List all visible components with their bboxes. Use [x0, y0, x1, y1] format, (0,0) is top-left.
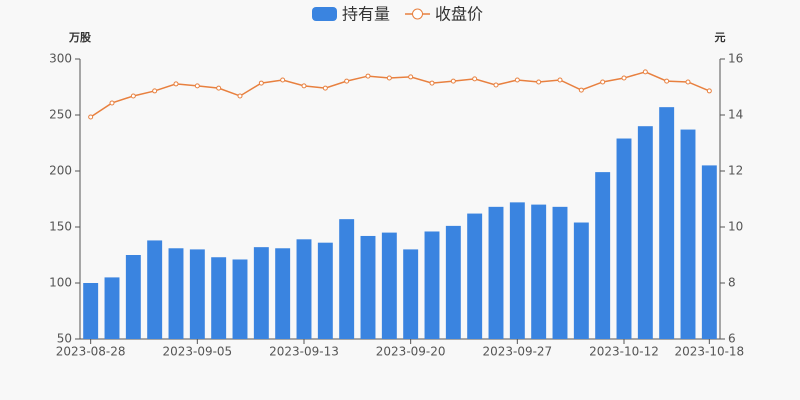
line — [90, 71, 710, 118]
bar — [552, 206, 568, 339]
bar — [403, 249, 419, 339]
point — [536, 79, 542, 85]
point — [344, 78, 350, 84]
bar — [701, 165, 717, 339]
point — [152, 88, 158, 94]
point — [578, 87, 584, 93]
bar — [659, 107, 675, 339]
y2-tick-label: 8 — [728, 276, 736, 290]
bar — [104, 277, 120, 339]
bar — [467, 213, 483, 339]
y-tick-label: 150 — [49, 220, 72, 234]
point — [600, 79, 606, 85]
point — [685, 79, 691, 85]
point — [194, 83, 200, 89]
x-tick-label: 2023-08-28 — [56, 345, 126, 359]
y2-tick-label: 10 — [728, 220, 743, 234]
point — [88, 114, 94, 120]
bar — [253, 247, 269, 339]
bar — [488, 206, 504, 339]
legend-label: 持有量 — [342, 5, 390, 24]
point — [173, 81, 179, 87]
point — [642, 69, 648, 75]
bar — [360, 235, 376, 339]
point — [472, 76, 478, 82]
x-tick-label: 2023-09-13 — [269, 345, 339, 359]
x-tick-label: 2023-10-18 — [674, 345, 744, 359]
bar — [296, 239, 312, 339]
bar — [531, 204, 547, 339]
y-tick-label: 300 — [49, 52, 72, 66]
point — [621, 75, 627, 81]
bar — [573, 222, 589, 339]
point — [216, 85, 222, 91]
point — [109, 100, 115, 106]
y-tick-label: 200 — [49, 164, 72, 178]
bar — [637, 126, 653, 339]
bar — [232, 259, 248, 339]
legend-swatch — [412, 8, 424, 20]
y2-tick-label: 14 — [728, 108, 743, 122]
bar — [616, 138, 632, 339]
bar — [424, 231, 440, 339]
point — [450, 78, 456, 84]
bar — [125, 255, 141, 339]
x-tick-label: 2023-09-27 — [482, 345, 552, 359]
point — [130, 93, 136, 99]
y-tick-label: 250 — [49, 108, 72, 122]
bar — [275, 248, 291, 339]
bar — [381, 232, 397, 339]
y2-tick-label: 16 — [728, 52, 743, 66]
point — [237, 93, 243, 99]
point — [386, 75, 392, 81]
bar — [189, 249, 205, 339]
legend-label: 收盘价 — [435, 5, 483, 24]
x-tick-label: 2023-09-20 — [376, 345, 446, 359]
y-axis-title: 万股 — [68, 31, 92, 44]
legend-swatch — [312, 7, 337, 21]
point — [408, 74, 414, 80]
x-tick-label: 2023-09-05 — [162, 345, 232, 359]
bar — [83, 283, 99, 339]
bar — [147, 240, 163, 339]
y2-axis-title: 元 — [715, 31, 726, 44]
point — [280, 77, 286, 83]
point — [493, 82, 499, 88]
bar — [168, 248, 184, 339]
bar — [445, 225, 461, 339]
y2-tick-label: 12 — [728, 164, 743, 178]
bar — [211, 257, 227, 339]
y-tick-label: 100 — [49, 276, 72, 290]
bar — [595, 172, 611, 339]
point — [258, 80, 264, 86]
point — [514, 77, 520, 83]
point — [706, 88, 712, 94]
bar — [680, 129, 696, 339]
point — [301, 83, 307, 89]
point — [429, 80, 435, 86]
point — [365, 73, 371, 79]
point — [664, 78, 670, 84]
bar — [509, 202, 525, 339]
point — [322, 85, 328, 91]
bar — [317, 242, 333, 339]
y-tick-label: 50 — [57, 332, 72, 346]
y2-tick-label: 6 — [728, 332, 736, 346]
x-tick-label: 2023-10-12 — [589, 345, 659, 359]
bar — [339, 219, 355, 339]
point — [557, 77, 563, 83]
